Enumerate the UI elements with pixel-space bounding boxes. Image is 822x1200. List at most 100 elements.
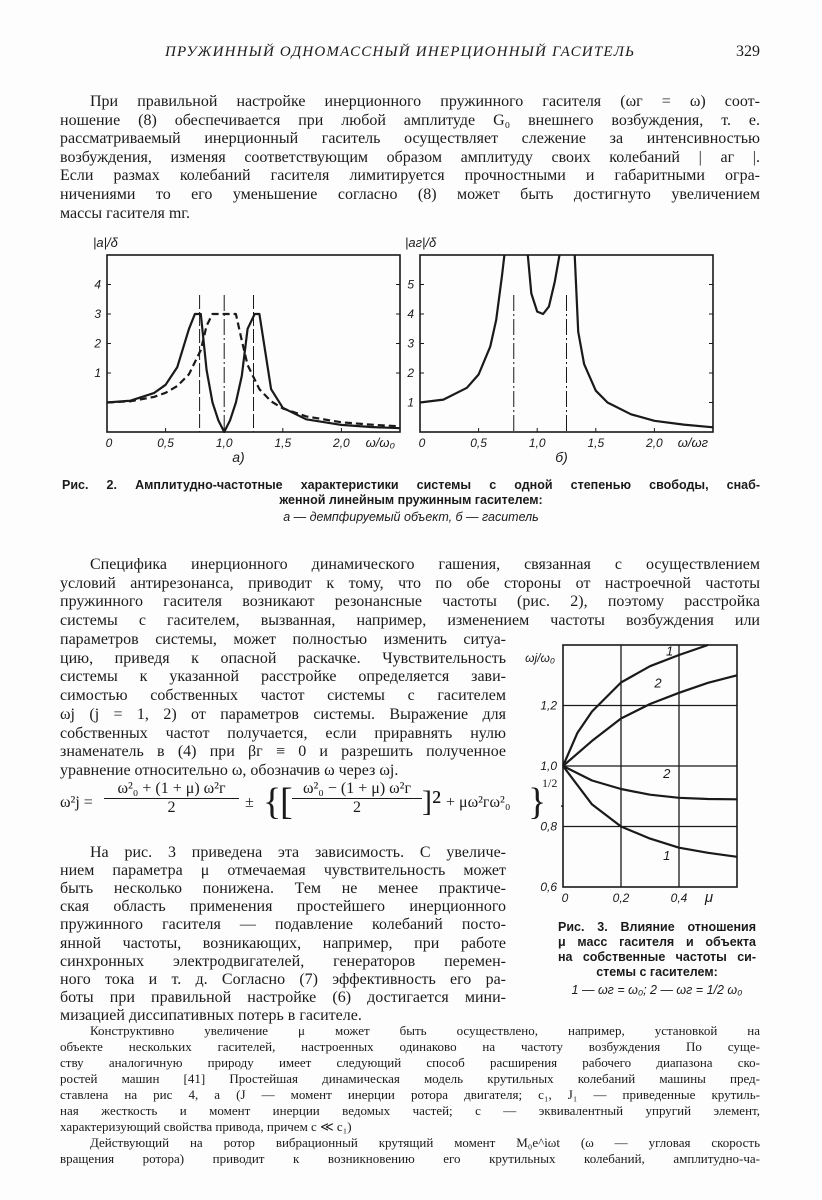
text-line: синхронных электродвигателей, генераторо… xyxy=(60,952,506,970)
eq-den-2: 2 xyxy=(353,799,361,816)
x-tick-label: 0,5 xyxy=(157,436,174,450)
eq-dot: . xyxy=(560,794,564,811)
y-tick-label: 1 xyxy=(407,396,414,410)
text-line: ного тока и т. д. Согласно (7) эффективн… xyxy=(60,970,506,988)
text-line: ская область применения простейшего инер… xyxy=(60,898,506,916)
curve-label: 2 xyxy=(662,766,671,781)
series-line xyxy=(562,765,738,858)
eq-num-2: ω²₀ − (1 + μ) ω²г xyxy=(292,780,422,799)
text-line: уравнение относительно ω, обозначив ω че… xyxy=(60,761,399,779)
fig2-caption-line-1: Рис. 2. Амплитудно-частотные характерист… xyxy=(62,478,760,492)
eq-tail: + μω²гω²₀ xyxy=(446,794,511,811)
y-tick-label: 2 xyxy=(406,366,414,380)
eq-lbrace: { xyxy=(263,781,282,823)
text-line: цию, приведя к опасной раскачке. Чувстви… xyxy=(60,649,506,667)
x-tick-label: 0,2 xyxy=(613,891,630,905)
text-line: объекте нескольких гасителей, настроенны… xyxy=(60,1039,760,1054)
running-title: ПРУЖИННЫЙ ОДНОМАССНЫЙ ИНЕРЦИОННЫЙ ГАСИТЕ… xyxy=(165,44,636,60)
panel-label: б) xyxy=(555,449,568,465)
y-tick-label: 3 xyxy=(94,307,101,321)
text-line: пружинного гасителя возникают резонансны… xyxy=(60,593,760,611)
series-line xyxy=(526,254,561,316)
text-line: Конструктивно увеличение μ может быть ос… xyxy=(90,1023,760,1038)
curve-label: 1 xyxy=(663,848,670,863)
text-line: параметров системы, может полностью изме… xyxy=(60,631,506,648)
panel-label: а) xyxy=(232,449,244,465)
text-line: ношение (8) обеспечивается при любой амп… xyxy=(60,111,760,129)
text-line: рассматриваемый инерционный гаситель осу… xyxy=(60,130,760,148)
text-line: характеризующий свойства привода, причем… xyxy=(60,1119,352,1134)
text-line: быть несколько понижена. Тем не менее пр… xyxy=(60,880,506,898)
y-axis-label: |a|/δ xyxy=(93,235,119,250)
text-line: янной частоты, возникающих, например, пр… xyxy=(60,934,506,952)
text-line: ная жесткость и момент инерции ведомых ч… xyxy=(60,1103,760,1118)
text-line: ставлена на рис 4, а (J — момент инерции… xyxy=(60,1087,760,1102)
x-tick-label: 0,4 xyxy=(671,891,688,905)
text-line: Действующий на ротор вибрационный крутящ… xyxy=(90,1135,760,1150)
y-axis-label: ωj/ω₀ xyxy=(525,651,555,665)
y-tick-label: 1,0 xyxy=(540,759,557,773)
x-tick-label: 1,5 xyxy=(587,436,604,450)
text-line: системы с гасителем, вызванная, например… xyxy=(60,612,760,630)
fig2-caption-line-2: женной линейным пружинным гасителем: xyxy=(279,493,543,507)
x-axis-label: ω/ωг xyxy=(678,435,709,450)
x-tick-label: 0 xyxy=(419,436,426,450)
y-tick-label: 4 xyxy=(94,278,101,292)
eq-lhs: ω²j = xyxy=(60,794,93,811)
text-line: массы гасителя mг. xyxy=(60,204,191,222)
text-line: ничениями то его уменьшение согласно (8)… xyxy=(60,186,760,203)
text-line: ству аналогичную природу имеет следующий… xyxy=(60,1055,760,1070)
y-tick-label: 4 xyxy=(407,307,414,321)
text-line: вращения ротора) приводит к возникновени… xyxy=(60,1151,760,1166)
eq-lbracket: [ xyxy=(280,781,293,823)
page-number: 329 xyxy=(736,43,760,60)
text-line: мизацией диссипативных потерь в гасителе… xyxy=(60,1006,362,1024)
series-line xyxy=(562,674,738,767)
text-line: На рис. 3 приведена эта зависимость. С у… xyxy=(90,844,506,861)
x-tick-label: 0 xyxy=(562,891,569,905)
fig3-caption-line-1: Рис. 3. Влияние отношения xyxy=(558,920,756,934)
x-tick-label: 0 xyxy=(106,436,113,450)
text-line: системы к указанной расстройке определяе… xyxy=(60,668,506,686)
y-tick-label: 1 xyxy=(94,366,101,380)
fig3-legend: 1 — ωг = ω₀; 2 — ωг = 1/2 ω₀ xyxy=(571,983,743,997)
series-line xyxy=(573,254,714,429)
curve-label: 2 xyxy=(653,675,662,690)
y-axis-label: |aг|/δ xyxy=(405,235,437,250)
text-line: Специфика инерционного динамического гаш… xyxy=(90,556,760,573)
series-line xyxy=(106,312,401,434)
fig3-caption-line-4: стемы с гасителем: xyxy=(596,965,718,979)
fig3-caption-line-2: μ масс гасителя и объекта xyxy=(558,935,756,949)
y-tick-label: 3 xyxy=(407,337,414,351)
series-line xyxy=(419,254,506,404)
x-axis-label: μ xyxy=(704,889,713,906)
text-line: Если размах колебаний гасителя лимитируе… xyxy=(60,167,760,185)
text-line: знаменатель в (4) при βг ≡ 0 и разрешить… xyxy=(60,743,506,761)
series-line xyxy=(562,765,738,801)
eq-rbracket: ]² xyxy=(422,785,441,818)
eq-fraction-1: ω²₀ + (1 + μ) ω²г 2 xyxy=(104,780,239,817)
text-line: собственных частот получается, если прир… xyxy=(60,724,506,742)
equation: ω²j = ω²₀ + (1 + μ) ω²г 2 ± { [ ω²₀ − (1… xyxy=(60,776,564,830)
x-tick-label: 1,0 xyxy=(216,436,233,450)
eq-pm: ± xyxy=(245,794,254,811)
y-tick-label: 0,6 xyxy=(540,880,557,894)
series-line xyxy=(561,643,709,767)
text-line: ωj (j = 1, 2) от параметров системы. Выр… xyxy=(60,705,506,723)
text-line: условий антирезонанса, приводит к тому, … xyxy=(60,574,760,592)
x-tick-label: 2,0 xyxy=(332,436,350,450)
text-line: возбуждения, изменяя соответствующим обр… xyxy=(60,148,760,166)
eq-num-1: ω²₀ + (1 + μ) ω²г xyxy=(104,780,239,799)
eq-rbrace: } xyxy=(528,781,547,823)
x-tick-label: 2,0 xyxy=(645,436,663,450)
y-tick-label: 5 xyxy=(407,278,414,292)
y-tick-label: 2 xyxy=(93,337,101,351)
x-tick-label: 0,5 xyxy=(470,436,487,450)
x-tick-label: 1,0 xyxy=(529,436,546,450)
fig2-legend: а — демпфируемый объект, б — гаситель xyxy=(283,510,539,524)
curve-label: 1 xyxy=(666,644,673,659)
eq-den-1: 2 xyxy=(167,799,176,816)
x-axis-label: ω/ω₀ xyxy=(366,435,396,450)
